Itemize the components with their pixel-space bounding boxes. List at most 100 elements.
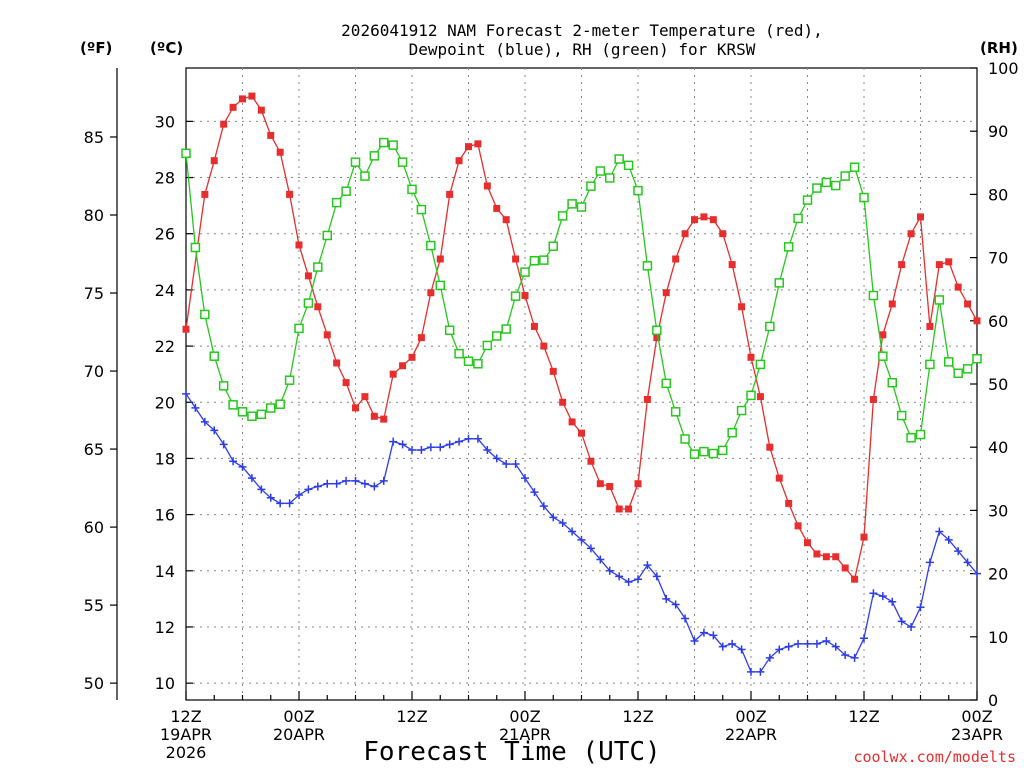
dewpoint-point: [897, 617, 906, 626]
dewpoint-point: [794, 639, 803, 648]
rh-point: [718, 445, 728, 456]
dewpoint-point: [747, 667, 755, 676]
temperature-point: [521, 292, 529, 300]
temperature-point: [182, 325, 190, 333]
temperature-point: [229, 103, 237, 111]
rh-tick-label: 90: [988, 122, 1008, 141]
rh-point: [520, 267, 530, 277]
temperature-point: [615, 505, 623, 513]
rh-point: [463, 356, 474, 366]
dewpoint-point: [878, 592, 887, 601]
temperature-point: [352, 404, 359, 412]
temperature-point: [493, 204, 501, 212]
temperature-point: [625, 505, 633, 513]
rh-unit-label: (RH): [980, 39, 1018, 57]
temperature-point: [408, 353, 416, 361]
fahrenheit-tick-label: 75: [84, 284, 104, 303]
rh-point: [831, 180, 841, 191]
temperature-point: [446, 190, 454, 198]
x-tick-label: 00Z: [283, 707, 314, 726]
x-tick-label: 12Z: [170, 707, 201, 726]
temperature-point: [785, 499, 793, 507]
dewpoint-point: [615, 572, 624, 581]
rh-tick-label: 10: [988, 628, 1008, 647]
temperature-point: [888, 300, 896, 308]
temperature-point: [578, 429, 585, 437]
rh-point: [736, 405, 747, 416]
celsius-tick-label: 12: [155, 618, 175, 637]
temperature-point: [474, 140, 482, 148]
dewpoint-point: [699, 628, 708, 637]
rh-point: [868, 290, 879, 301]
temperature-point: [879, 331, 887, 339]
chart-title-line-2: Dewpoint (blue), RH (green) for KRSW: [409, 40, 756, 59]
dewpoint-point: [568, 527, 577, 536]
rh-tick-label: 40: [988, 438, 1008, 457]
celsius-tick-label: 24: [155, 281, 175, 300]
dewpoint-point: [266, 493, 275, 502]
dewpoint-point: [954, 547, 963, 556]
rh-point: [501, 324, 511, 334]
dewpoint-point: [530, 488, 539, 497]
rh-point: [661, 378, 671, 389]
dewpoint-point: [916, 603, 925, 612]
rh-point: [388, 140, 398, 150]
fahrenheit-tick-label: 60: [84, 518, 104, 537]
fahrenheit-tick-label: 55: [84, 596, 104, 615]
temperature-point: [220, 120, 228, 128]
rh-point: [906, 432, 916, 443]
rh-point: [218, 381, 229, 391]
celsius-tick-label: 16: [155, 506, 175, 525]
rh-tick-label: 30: [988, 501, 1008, 520]
rh-point: [454, 348, 464, 359]
x-tick-label: 23APR: [951, 725, 1003, 744]
rh-point: [689, 449, 700, 459]
rh-point: [623, 160, 634, 171]
rh-point: [944, 357, 954, 367]
dewpoint-point: [907, 622, 916, 631]
celsius-tick-label: 10: [155, 674, 175, 693]
dewpoint-point: [473, 434, 482, 443]
rh-point: [934, 295, 945, 305]
rh-point: [812, 183, 822, 193]
dewpoint-point: [634, 575, 642, 584]
temperature-point: [653, 334, 661, 342]
gridlines: [186, 68, 977, 700]
rh-point: [793, 213, 803, 224]
temperature-point: [964, 300, 972, 308]
dewpoint-point: [464, 434, 473, 443]
rh-point: [369, 151, 380, 161]
temperature-point: [747, 353, 755, 361]
temperature-point: [898, 261, 906, 269]
x-tick-label: 12Z: [396, 707, 427, 726]
axes-ticks: 10 12 14 16 18 20 22 24 26 28 30 50 55 60 65 70 75 80 85 0 1…: [84, 59, 1019, 762]
temperature-point: [512, 255, 520, 263]
dewpoint-point: [445, 440, 454, 449]
fahrenheit-tick-label: 85: [84, 128, 104, 147]
temperature-point: [436, 255, 444, 263]
temperature-point: [201, 190, 209, 198]
fahrenheit-tick-label: 65: [84, 440, 104, 459]
dewpoint-point: [643, 561, 652, 570]
temperature-point: [276, 148, 284, 156]
dewpoint-point: [492, 454, 501, 463]
celsius-tick-label: 28: [155, 169, 175, 188]
temperature-point: [399, 362, 407, 370]
rh-point: [407, 184, 417, 195]
rh-point: [567, 199, 577, 209]
temperature-point: [257, 106, 265, 114]
rh-point: [727, 427, 737, 438]
dewpoint-point: [558, 519, 567, 528]
dewpoint-point: [624, 578, 633, 587]
celsius-tick-label: 18: [155, 449, 175, 468]
dewpoint-point: [257, 485, 266, 494]
dewpoint-point: [925, 558, 934, 567]
dewpoint-point: [775, 645, 784, 654]
dewpoint-point: [285, 499, 294, 508]
temperature-point: [907, 230, 915, 238]
dewpoint-point: [521, 474, 529, 483]
rh-point: [360, 171, 370, 181]
dewpoint-point: [295, 490, 303, 499]
dewpoint-point: [860, 634, 868, 643]
